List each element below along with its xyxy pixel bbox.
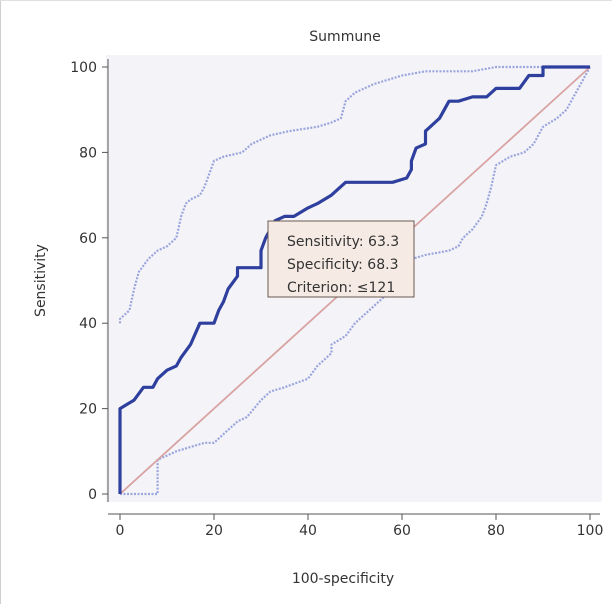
annotation-criterion: Criterion: ≤121 <box>287 280 395 296</box>
annotation-box <box>267 220 415 298</box>
x-tick-label: 80 <box>487 523 505 539</box>
roc-curve <box>118 65 590 494</box>
y-tick-label: 0 <box>88 487 97 503</box>
y-tick-label: 20 <box>79 402 97 418</box>
frame-top-border <box>0 0 612 1</box>
y-tick-label: 40 <box>79 316 97 332</box>
y-tick-label: 100 <box>70 60 97 76</box>
annotation-specificity: Specificity: 68.3 <box>287 257 398 273</box>
y-tick-label: 80 <box>79 145 97 161</box>
criterion-annotation: Sensitivity: 63.3 Specificity: 68.3 Crit… <box>267 220 415 298</box>
chart-title: Summune <box>309 29 380 45</box>
x-tick-label: 40 <box>299 523 317 539</box>
x-tick-label: 60 <box>393 523 411 539</box>
x-tick-label: 20 <box>205 523 223 539</box>
ci-upper-curve <box>118 65 590 324</box>
axes-layer: 0 20 40 60 80 100 0 20 40 60 80 100 <box>70 59 603 539</box>
annotation-sensitivity: Sensitivity: 63.3 <box>287 234 399 250</box>
x-axis-label: 100-specificity <box>292 571 394 587</box>
y-axis-label: Sensitivity <box>33 244 49 317</box>
frame-left-border <box>0 0 1 604</box>
x-tick-label: 0 <box>116 523 125 539</box>
y-tick-label: 60 <box>79 231 97 247</box>
x-tick-label: 100 <box>577 523 604 539</box>
ci-lower-curve <box>120 66 591 496</box>
